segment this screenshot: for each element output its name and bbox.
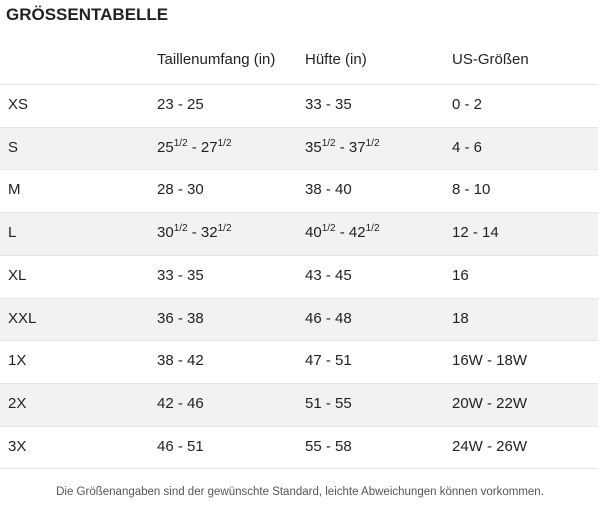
column-header: Taillenumfang (in) <box>157 51 276 68</box>
superscript: 1/2 <box>321 223 336 235</box>
superscript: 1/2 <box>365 223 380 235</box>
size-value: 28 - 30 <box>157 180 204 200</box>
superscript: 1/2 <box>217 137 232 149</box>
text-part: 8 - 10 <box>452 181 491 199</box>
superscript: 1/2 <box>173 223 188 235</box>
text-part: 43 - 45 <box>305 266 352 284</box>
size-value: 12 - 14 <box>452 223 499 243</box>
title: GRÖSSENTABELLE <box>6 5 169 24</box>
size-value: 16 <box>452 266 469 286</box>
table-row <box>0 425 598 469</box>
text-part: 42 - 46 <box>157 394 204 412</box>
size-label: 1X <box>8 352 27 370</box>
size-value: 24W - 26W <box>452 437 527 457</box>
text-part: 36 - 38 <box>157 309 204 327</box>
size-value: 38 - 40 <box>305 180 352 200</box>
superscript: 1/2 <box>217 223 232 235</box>
table-row <box>0 254 598 298</box>
superscript: 1/2 <box>321 137 336 149</box>
table-row <box>0 212 598 256</box>
size-value: 43 - 45 <box>305 266 352 286</box>
text-part: 12 - 14 <box>452 224 499 242</box>
column-header: Hüfte (in) <box>305 51 367 68</box>
size-label: L <box>8 224 17 242</box>
text-part: 46 - 51 <box>157 437 204 455</box>
text-part: - 37 <box>335 138 366 156</box>
text-part: - 27 <box>187 138 218 156</box>
text-part: 0 - 2 <box>452 96 483 113</box>
size-label: XL <box>8 266 27 284</box>
table-row <box>0 84 598 127</box>
superscript: 1/2 <box>365 137 380 149</box>
text-part: 4 - 6 <box>452 138 483 156</box>
table-row <box>0 297 598 341</box>
superscript: 1/2 <box>173 137 188 149</box>
table-row <box>0 382 598 426</box>
size-value: 46 - 51 <box>157 437 204 457</box>
text-part: 28 - 30 <box>157 181 204 199</box>
text-part: - 42 <box>335 224 366 242</box>
text-part: 16W - 18W <box>452 352 528 370</box>
text-part: 25 <box>157 138 174 156</box>
text-part: 16 <box>452 266 469 284</box>
text-part: 24W - 26W <box>452 437 528 455</box>
column-header: US-Größen <box>452 51 529 68</box>
table-row <box>0 340 598 383</box>
size-value: 351/2 - 371/2 <box>305 138 380 158</box>
size-value: 55 - 58 <box>305 437 352 457</box>
size-value: 18 <box>452 309 469 329</box>
size-label: 2X <box>8 394 27 412</box>
table-row <box>0 169 598 212</box>
size-value: 38 - 42 <box>157 351 204 371</box>
size-value: 33 - 35 <box>305 95 352 115</box>
text-part: 33 - 35 <box>305 96 352 113</box>
footer-note: Die Größenangaben sind der gewünschte St… <box>56 486 544 498</box>
size-value: 51 - 55 <box>305 394 352 414</box>
text-part: 51 - 55 <box>305 394 352 412</box>
size-value: 301/2 - 321/2 <box>157 223 232 243</box>
size-value: 46 - 48 <box>305 309 352 329</box>
size-value: 36 - 38 <box>157 309 204 329</box>
text-part: 55 - 58 <box>305 437 352 455</box>
text-part: 23 - 25 <box>157 96 204 113</box>
size-value: 42 - 46 <box>157 394 204 414</box>
size-label: XS <box>8 96 29 113</box>
text-part: 46 - 48 <box>305 309 352 327</box>
text-part: 33 - 35 <box>157 266 204 284</box>
text-part: 18 <box>452 309 469 327</box>
text-part: 38 - 40 <box>305 181 352 199</box>
size-value: 251/2 - 271/2 <box>157 138 232 158</box>
size-label: M <box>8 181 21 199</box>
table-row <box>0 126 598 170</box>
size-value: 33 - 35 <box>157 266 204 286</box>
size-label: XXL <box>8 309 37 327</box>
size-value: 16W - 18W <box>452 351 527 371</box>
size-value: 4 - 6 <box>452 138 482 158</box>
text-part: 38 - 42 <box>157 352 204 370</box>
size-value: 401/2 - 421/2 <box>305 223 380 243</box>
text-part: 47 - 51 <box>305 352 352 370</box>
size-label: 3X <box>8 437 27 455</box>
text-part: - 32 <box>187 224 218 242</box>
size-value: 23 - 25 <box>157 95 204 115</box>
text-part: 40 <box>305 224 322 242</box>
text-part: 35 <box>305 138 322 156</box>
size-value: 8 - 10 <box>452 180 490 200</box>
text-part: 20W - 22W <box>452 394 528 412</box>
size-label: S <box>8 138 19 156</box>
size-value: 0 - 2 <box>452 95 482 115</box>
size-value: 20W - 22W <box>452 394 527 414</box>
size-value: 47 - 51 <box>305 351 352 371</box>
text-part: 30 <box>157 224 174 242</box>
